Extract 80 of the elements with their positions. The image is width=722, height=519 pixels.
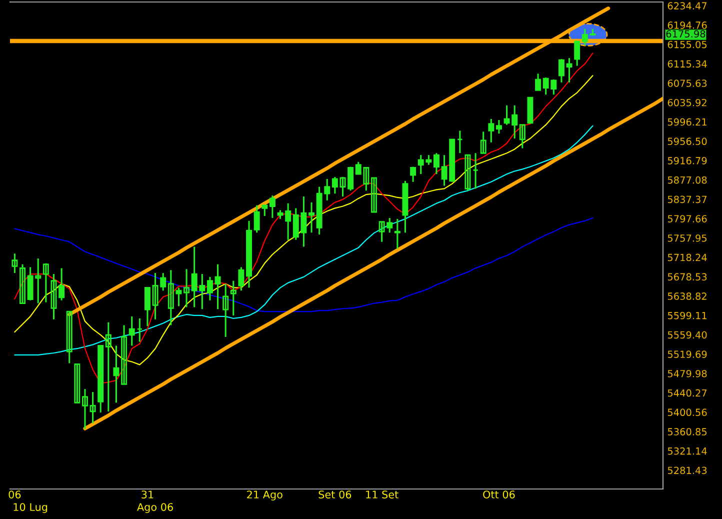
candlestick — [113, 344, 120, 404]
candlestick — [82, 388, 88, 430]
candlestick — [348, 166, 354, 192]
y-tick-label: 5837.37 — [668, 196, 707, 204]
candlestick — [136, 318, 143, 343]
y-tick-label: 5440.27 — [668, 389, 707, 397]
candlestick — [480, 130, 486, 154]
candlestick — [66, 310, 72, 364]
candlestick — [230, 280, 236, 316]
y-tick-label: 5519.69 — [668, 350, 707, 358]
x-tick-label: Ago 06 — [137, 503, 173, 513]
candlestick — [58, 267, 65, 302]
candlestick — [214, 264, 221, 310]
candlestick — [144, 286, 150, 327]
candlestick — [238, 266, 244, 292]
y-tick-label: 5718.24 — [668, 254, 707, 262]
x-tick-label: 31 — [142, 490, 154, 498]
y-tick-label: 5559.40 — [668, 331, 707, 339]
candlestick — [394, 218, 400, 250]
candlestick — [456, 130, 463, 154]
line-series — [14, 125, 594, 356]
candlestick — [558, 58, 564, 84]
y-tick-label: 6035.92 — [668, 98, 706, 106]
candlestick — [332, 176, 338, 194]
x-tick-label: 21 Ago — [247, 490, 282, 500]
y-tick-label: 5479.98 — [668, 370, 707, 378]
candlestick — [566, 57, 572, 84]
y-tick-label: 5678.53 — [668, 273, 707, 281]
y-tick-label: 5916.79 — [668, 157, 707, 164]
x-tick-label: 06 — [8, 490, 21, 498]
y-tick-label: 5996.21 — [668, 118, 706, 126]
text: 6175.98 — [666, 30, 706, 38]
candlestick — [12, 252, 18, 274]
line-series — [83, 96, 663, 430]
candlestick — [206, 276, 213, 302]
y-tick-label: 5321.14 — [668, 447, 707, 455]
y-tick-label: 5360.85 — [668, 428, 707, 436]
candlestick — [519, 124, 526, 150]
candlestick — [74, 363, 80, 404]
candlestick — [222, 283, 229, 338]
candlestick — [340, 176, 346, 198]
candlestick — [574, 40, 580, 67]
candlestick — [535, 72, 542, 91]
candlestick — [128, 316, 135, 346]
candlestick — [105, 322, 112, 412]
candlestick — [269, 194, 276, 219]
y-tick-label: 6155.05 — [668, 40, 707, 48]
candlestick — [371, 177, 377, 213]
candlestick — [254, 204, 260, 234]
y-tick-label: 5599.11 — [668, 312, 706, 320]
x-tick-label: Set 06 — [318, 490, 352, 498]
x-tick-label: 10 Lug — [14, 503, 48, 513]
x-tick-label: Ott 06 — [483, 490, 515, 498]
candlestick — [496, 119, 502, 134]
y-tick-label: 6194.76 — [668, 22, 707, 29]
candlestick — [20, 264, 26, 304]
candlestick — [262, 204, 268, 217]
y-tick-label: 6234.47 — [668, 2, 707, 10]
candlestick — [410, 166, 416, 183]
candlestick — [42, 262, 49, 304]
candlestick — [488, 118, 494, 144]
candlestick — [308, 202, 314, 234]
y-tick-label: 5797.66 — [668, 215, 707, 222]
candlestick — [464, 154, 471, 192]
y-tick-label: 5281.43 — [668, 466, 707, 474]
candlestick — [472, 152, 479, 190]
y-tick-label: 5877.08 — [668, 176, 707, 184]
candlestick — [184, 268, 190, 308]
line-series — [14, 217, 594, 312]
candlestick — [90, 391, 96, 424]
y-tick-label: 6075.63 — [668, 80, 707, 87]
candlestick — [50, 273, 57, 320]
y-tick-label: 5400.56 — [668, 408, 707, 416]
candlestick — [121, 324, 128, 385]
candlestick — [433, 152, 440, 175]
y-tick-label: 5638.82 — [668, 292, 706, 300]
y-tick-label: 6115.34 — [668, 60, 707, 68]
x-tick-label: 11 Set — [366, 490, 398, 498]
y-tick-label: 5757.95 — [668, 234, 707, 242]
y-tick-label: 5956.50 — [668, 138, 707, 146]
